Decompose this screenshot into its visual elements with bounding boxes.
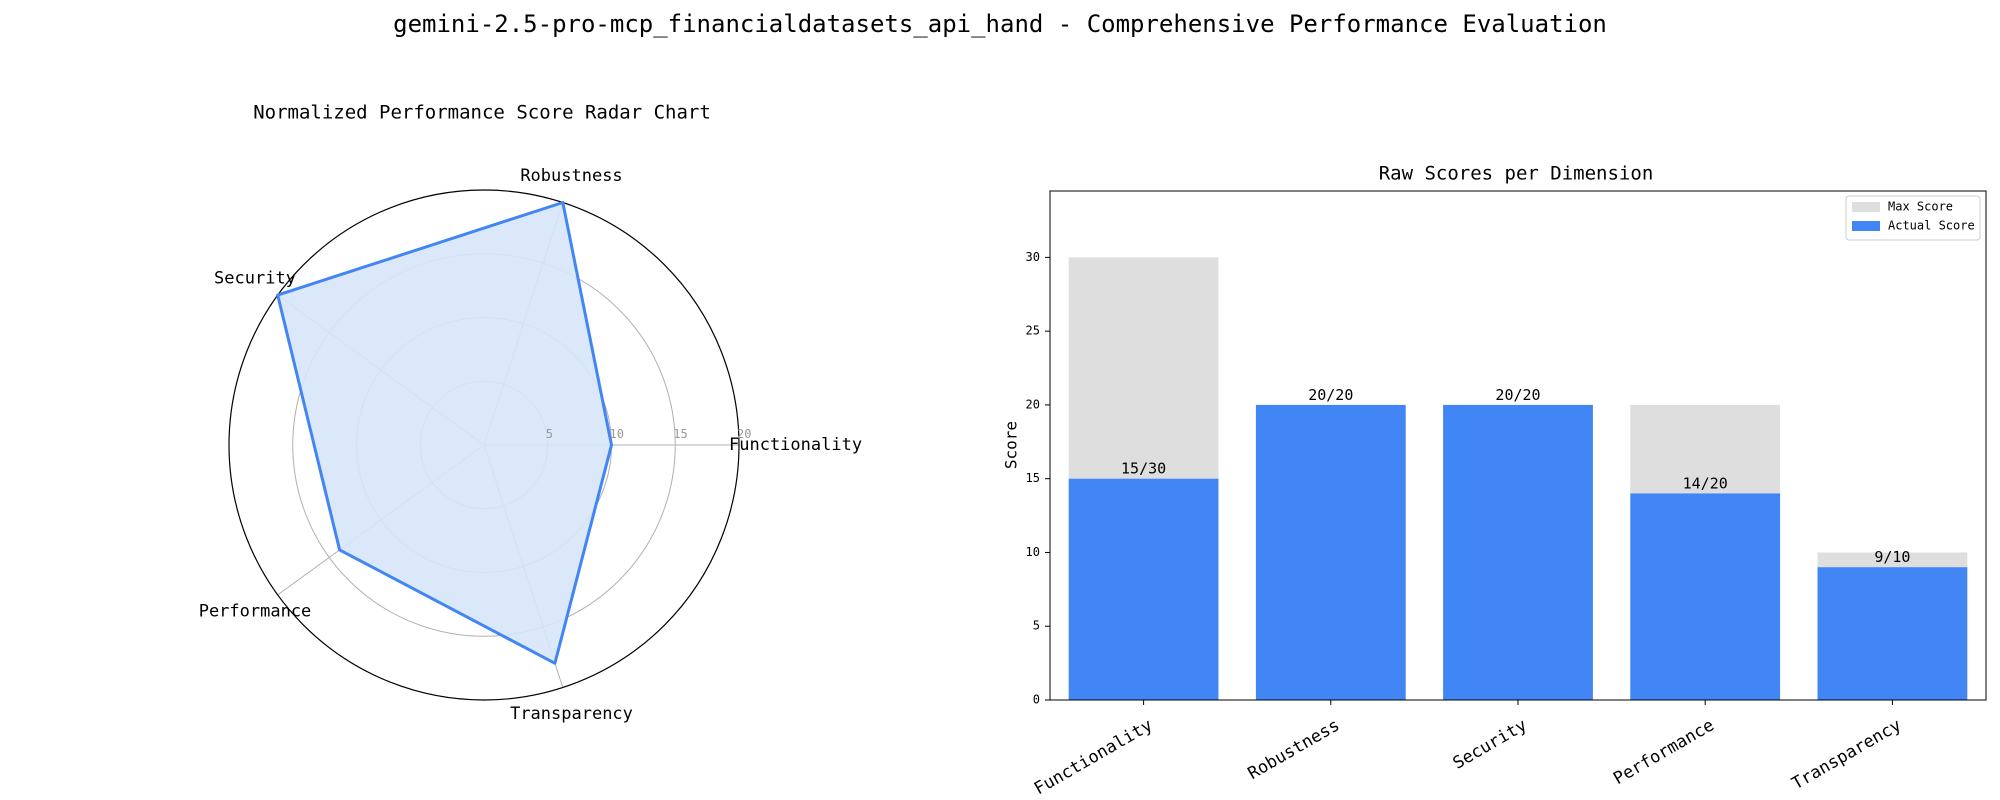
y-tick-label: 5 [1033, 619, 1040, 633]
y-axis-label: Score [1002, 421, 1021, 469]
radar-outer-ring [228, 189, 740, 701]
x-tick-label-transparency: Transparency [1789, 715, 1905, 794]
bar-series [1068, 257, 1968, 700]
figure-title: gemini-2.5-pro-mcp_financialdatasets_api… [393, 10, 1607, 38]
radar-r-tick: 15 [673, 427, 687, 441]
radar-title: Normalized Performance Score Radar Chart [253, 102, 711, 124]
bar-label-performance: 14/20 [1683, 474, 1728, 492]
x-tick-label-robustness: Robustness [1245, 715, 1344, 784]
legend-swatch-actual-score [1852, 221, 1880, 231]
radar-r-tick: 5 [546, 427, 553, 441]
y-axis-ticks: 0 5 10 15 20 25 30 [1026, 250, 1050, 707]
radar-axis-label-transparency: Transparency [510, 704, 633, 724]
x-tick-label-security: Security [1450, 715, 1531, 773]
plot-frame [1049, 190, 1987, 701]
y-tick-label: 0 [1033, 693, 1040, 707]
actual-score-bar-performance [1630, 493, 1781, 700]
radar-axis-label-functionality: Functionality [729, 435, 862, 455]
bar-value-labels: 15/30 20/20 20/20 14/20 9/10 [1121, 386, 1910, 566]
y-tick-label: 25 [1026, 324, 1040, 338]
actual-score-bar-security [1443, 404, 1593, 700]
bar-chart: Raw Scores per Dimension Score 0 5 10 15 20 2… [1002, 163, 1987, 799]
y-tick-label: 20 [1026, 397, 1040, 411]
radar-axis-label-performance: Performance [199, 601, 312, 621]
actual-score-bar-robustness [1255, 404, 1406, 700]
bar-label-security: 20/20 [1495, 386, 1540, 404]
legend-label-actual-score: Actual Score [1888, 219, 1975, 233]
y-tick-label: 15 [1026, 471, 1040, 485]
bar-label-robustness: 20/20 [1308, 386, 1353, 404]
radar-r-tick: 20 [737, 427, 751, 441]
legend: Max Score Actual Score [1845, 195, 1981, 241]
bar-label-transparency: 9/10 [1874, 548, 1910, 566]
legend-swatch-max-score [1852, 202, 1880, 212]
radar-axis-label-security: Security [214, 269, 296, 289]
x-tick-label-functionality: Functionality [1031, 715, 1156, 799]
radar-chart: Normalized Performance Score Radar Chart… [199, 102, 862, 725]
radar-axis-labels: Functionality Robustness Security Performan… [199, 166, 862, 724]
radar-r-tick: 10 [610, 427, 624, 441]
x-axis-ticks: Functionality Robustness Security Performan… [1031, 700, 1905, 799]
bar-label-functionality: 15/30 [1121, 460, 1166, 478]
y-tick-label: 30 [1026, 250, 1040, 264]
legend-label-max-score: Max Score [1888, 200, 1953, 214]
actual-score-bar-functionality [1068, 478, 1219, 700]
bar-chart-title: Raw Scores per Dimension [1379, 163, 1654, 185]
radar-axis-label-robustness: Robustness [520, 166, 622, 186]
y-tick-label: 10 [1026, 545, 1040, 559]
x-tick-label-performance: Performance [1610, 715, 1718, 789]
radar-area [276, 201, 613, 665]
actual-score-bar-transparency [1817, 567, 1968, 700]
radar-radial-ticks: 5 10 15 20 [546, 427, 752, 441]
